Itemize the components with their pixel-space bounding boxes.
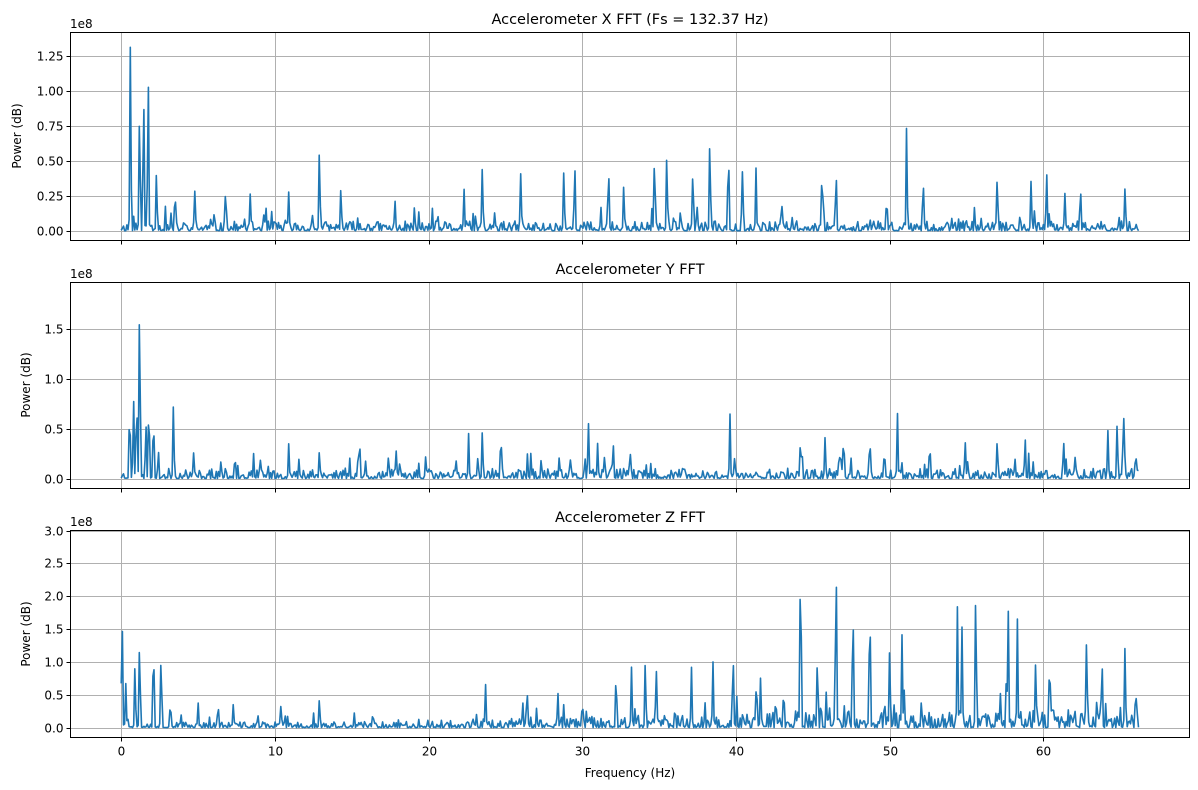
y-tick-label: 0.0 (44, 473, 63, 487)
axes-frame (70, 32, 1190, 241)
x-ticks: 0 10 20 30 40 50 60 (118, 737, 1051, 759)
y-tick-label: 1.25 (37, 50, 64, 64)
x-tick-label: 40 (729, 745, 744, 759)
x-tick-label: 20 (422, 745, 437, 759)
y-axis-label: Power (dB) (19, 601, 33, 666)
grid (70, 530, 1190, 738)
fft-line-x (120, 46, 1140, 232)
x-axis-label: Frequency (Hz) (585, 766, 676, 780)
y-tick-label: 1.0 (44, 656, 63, 670)
chart-title: Accelerometer Y FFT (556, 262, 705, 278)
fft-line-z (120, 586, 1140, 729)
y-offset-label: 1e8 (70, 17, 93, 31)
y-ticks: 0.0 0.5 1.0 1.5 (44, 323, 71, 487)
y-tick-label: 0.0 (44, 722, 63, 736)
grid (70, 282, 1190, 489)
y-offset-label: 1e8 (70, 515, 93, 529)
y-tick-label: 1.00 (37, 85, 64, 99)
y-tick-label: 2.0 (44, 590, 63, 604)
y-ticks: 0.0 0.5 1.0 1.5 2.0 2.5 3.0 (44, 525, 71, 736)
chart-title: Accelerometer Z FFT (555, 510, 705, 526)
y-tick-label: 1.5 (44, 623, 63, 637)
y-ticks: 0.00 0.25 0.50 0.75 1.00 1.25 (37, 50, 71, 239)
axes-frame (70, 282, 1190, 489)
y-tick-label: 0.25 (37, 190, 64, 204)
grid (70, 32, 1190, 241)
x-ticks (121, 240, 1044, 245)
x-tick-label: 60 (1036, 745, 1051, 759)
y-tick-label: 0.00 (37, 225, 64, 239)
y-tick-label: 0.5 (44, 689, 63, 703)
axes-frame (70, 530, 1190, 738)
x-tick-label: 50 (883, 745, 898, 759)
chart-title: Accelerometer X FFT (Fs = 132.37 Hz) (491, 12, 768, 28)
y-tick-label: 1.5 (44, 323, 63, 337)
y-axis-label: Power (dB) (19, 352, 33, 417)
x-ticks (121, 488, 1044, 493)
y-tick-label: 0.75 (37, 120, 64, 134)
x-tick-label: 30 (575, 745, 590, 759)
subplot-accel-y: 0.0 0.5 1.0 1.5 Accelerometer Y FFT 1e8 Pow… (19, 262, 1190, 493)
y-axis-label: Power (dB) (10, 103, 24, 168)
y-offset-label: 1e8 (70, 267, 93, 281)
subplot-accel-x: 0.00 0.25 0.50 0.75 1.00 1.25 Accelerometer X… (10, 12, 1190, 245)
fft-line-y (120, 324, 1139, 480)
y-tick-label: 0.50 (37, 155, 64, 169)
x-tick-label: 10 (268, 745, 283, 759)
subplot-accel-z: 0.0 0.5 1.0 1.5 2.0 2.5 3.0 0 10 20 30 40 50 60 Acce… (19, 510, 1190, 780)
y-tick-label: 2.5 (44, 557, 63, 571)
y-tick-label: 0.5 (44, 423, 63, 437)
x-tick-label: 0 (118, 745, 126, 759)
y-tick-label: 3.0 (44, 525, 63, 539)
y-tick-label: 1.0 (44, 373, 63, 387)
